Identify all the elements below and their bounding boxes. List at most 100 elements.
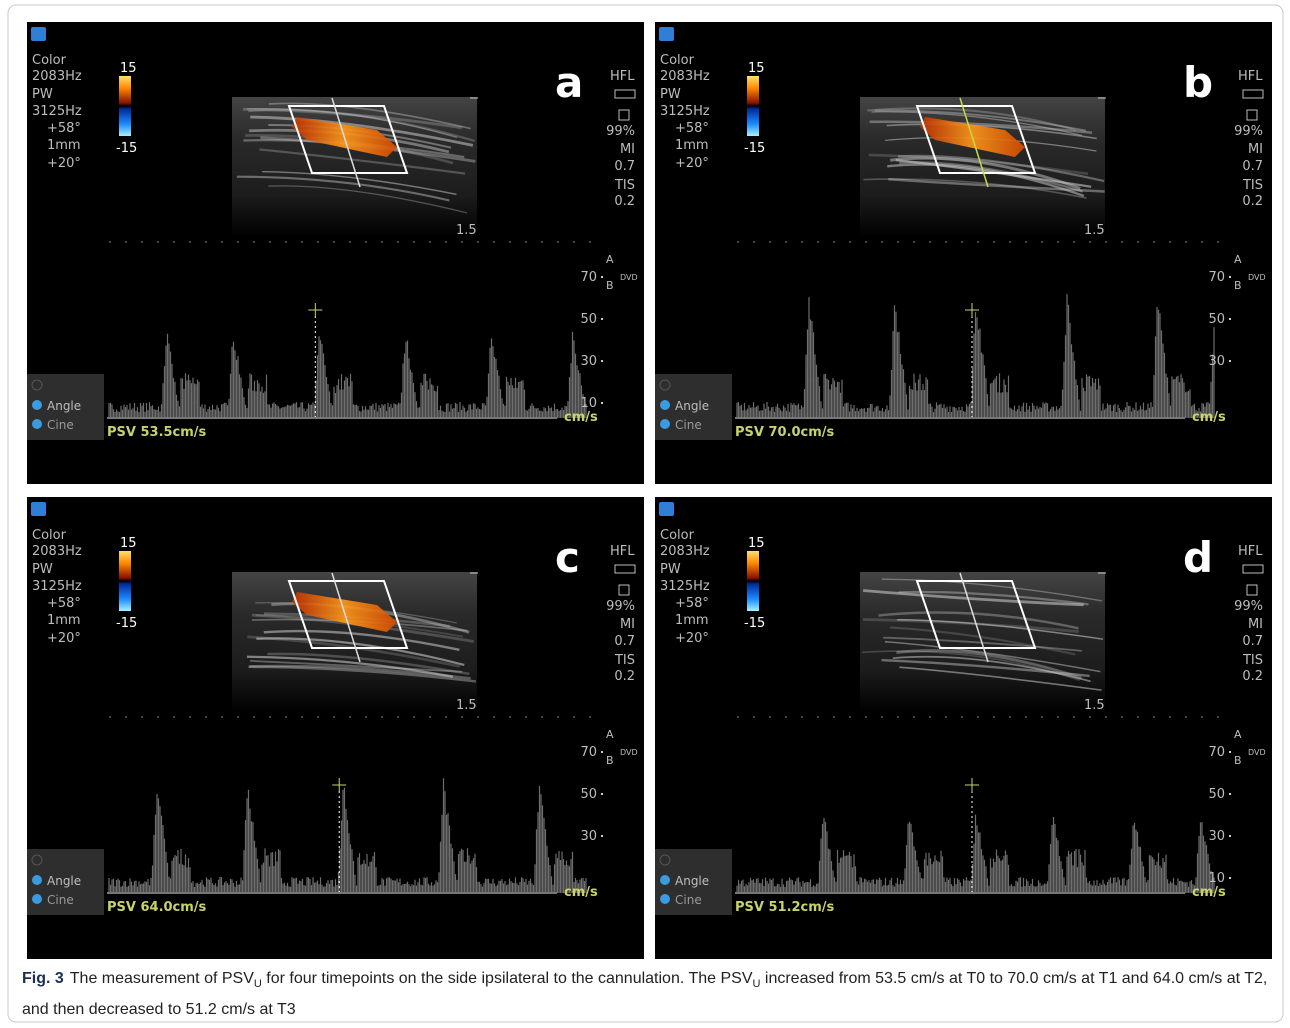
velocity-tick-label: 10 xyxy=(580,396,597,411)
trace-label: B xyxy=(1234,279,1242,292)
scale-max: 15 xyxy=(748,61,765,76)
velocity-tick xyxy=(1229,793,1231,795)
b-mode-image xyxy=(232,97,477,237)
tissue-streak xyxy=(861,650,1080,682)
tissue-streak xyxy=(862,618,1079,633)
velocity-tick xyxy=(601,793,603,795)
velocity-tick-label: 30 xyxy=(1208,354,1225,369)
tissue-streak xyxy=(883,636,1082,652)
info-value: 0.7 xyxy=(614,634,635,649)
option-button[interactable]: Angle xyxy=(47,874,81,888)
info-value: TIS xyxy=(614,653,635,668)
probe-label: HFL xyxy=(1238,544,1263,559)
velocity-tick-label: 30 xyxy=(1208,829,1225,844)
option-dot xyxy=(32,419,42,429)
scan-parameter: 1mm xyxy=(675,138,709,153)
tissue-streak xyxy=(246,655,454,678)
scan-parameter: +20° xyxy=(47,631,81,646)
velocity-tick-label: 10 xyxy=(1208,871,1225,886)
trace-label: A xyxy=(606,728,614,741)
velocity-tick-label: 70 xyxy=(580,270,597,285)
info-value: 99% xyxy=(606,124,635,139)
scan-parameter: 2083Hz xyxy=(660,544,710,559)
info-value: 0.7 xyxy=(614,159,635,174)
scan-parameter: +20° xyxy=(47,156,81,171)
tissue-streak xyxy=(888,177,1105,193)
tissue-streak xyxy=(886,123,1097,140)
probe-icon xyxy=(614,89,636,99)
velocity-tick-label: 50 xyxy=(580,787,597,802)
doppler-spectrum xyxy=(108,778,587,893)
trace-label: B xyxy=(1234,754,1242,767)
scan-parameter: Color xyxy=(660,53,695,68)
scan-parameter: 1mm xyxy=(675,613,709,628)
scan-parameter: PW xyxy=(32,562,53,577)
velocity-tick xyxy=(1229,751,1231,753)
probe-icon xyxy=(1242,89,1264,99)
scan-parameter: PW xyxy=(660,87,681,102)
info-value: MI xyxy=(620,142,635,157)
caption: Fig. 3 The measurement of PSVU for four t… xyxy=(22,966,1272,1023)
info-value: 0.2 xyxy=(614,194,635,209)
scale-min: -15 xyxy=(116,141,137,156)
option-button[interactable]: Angle xyxy=(675,874,709,888)
trace-label: DVD xyxy=(620,748,638,757)
scan-parameter: +58° xyxy=(675,121,709,136)
velocity-tick-label: 70 xyxy=(580,745,597,760)
color-box xyxy=(915,580,1037,649)
trace-label: A xyxy=(1234,253,1242,266)
logo-icon xyxy=(659,502,674,516)
tissue-streak xyxy=(248,665,477,683)
option-circle xyxy=(31,379,43,391)
tissue-streak xyxy=(863,589,1084,607)
scan-parameter: 3125Hz xyxy=(32,579,82,594)
color-scale-bar xyxy=(747,76,759,136)
option-circle xyxy=(659,854,671,866)
color-box xyxy=(287,580,409,649)
tissue-streak xyxy=(874,109,1087,132)
caliper-cross xyxy=(332,778,347,792)
option-button[interactable]: Angle xyxy=(675,399,709,413)
option-button[interactable]: Cine xyxy=(675,418,702,432)
tissue-streak xyxy=(884,640,1101,673)
cursor-line xyxy=(331,572,361,663)
tissue-streak xyxy=(881,658,1090,678)
logo-icon xyxy=(659,27,674,41)
scan-parameter: +58° xyxy=(47,596,81,611)
scan-parameter: PW xyxy=(32,87,53,102)
scan-parameter: 3125Hz xyxy=(32,104,82,119)
figure-frame xyxy=(7,4,1284,1023)
info-value: 0.7 xyxy=(1242,159,1263,174)
tissue-streak xyxy=(863,178,1087,199)
scan-parameter: 3125Hz xyxy=(660,579,710,594)
info-value: TIS xyxy=(1242,653,1263,668)
option-dot xyxy=(32,400,42,410)
option-button[interactable]: Cine xyxy=(47,893,74,907)
velocity-tick-label: 30 xyxy=(580,829,597,844)
scan-parameter: +58° xyxy=(47,121,81,136)
velocity-tick-label: 30 xyxy=(580,354,597,369)
tissue-streak xyxy=(867,107,1076,132)
doppler-spectrum xyxy=(108,331,587,418)
tissue-streak xyxy=(262,170,457,196)
option-dot xyxy=(660,875,670,885)
option-button[interactable]: Cine xyxy=(47,418,74,432)
info-value: MI xyxy=(1248,142,1263,157)
tissue-streak xyxy=(259,148,466,175)
scan-parameter: Color xyxy=(660,528,695,543)
info-value: 0.7 xyxy=(1242,634,1263,649)
tissue-streak xyxy=(878,611,1079,630)
velocity-unit: cm/s xyxy=(564,410,598,425)
velocity-tick xyxy=(601,835,603,837)
cursor-line xyxy=(959,97,989,188)
option-button[interactable]: Cine xyxy=(675,893,702,907)
tissue-streak xyxy=(896,649,1082,680)
tissue-streak xyxy=(889,626,1076,656)
caliper-cross xyxy=(965,303,979,317)
info-value: MI xyxy=(620,617,635,632)
save-icon xyxy=(1246,584,1258,596)
info-value: 0.2 xyxy=(1242,194,1263,209)
option-button[interactable]: Angle xyxy=(47,399,81,413)
